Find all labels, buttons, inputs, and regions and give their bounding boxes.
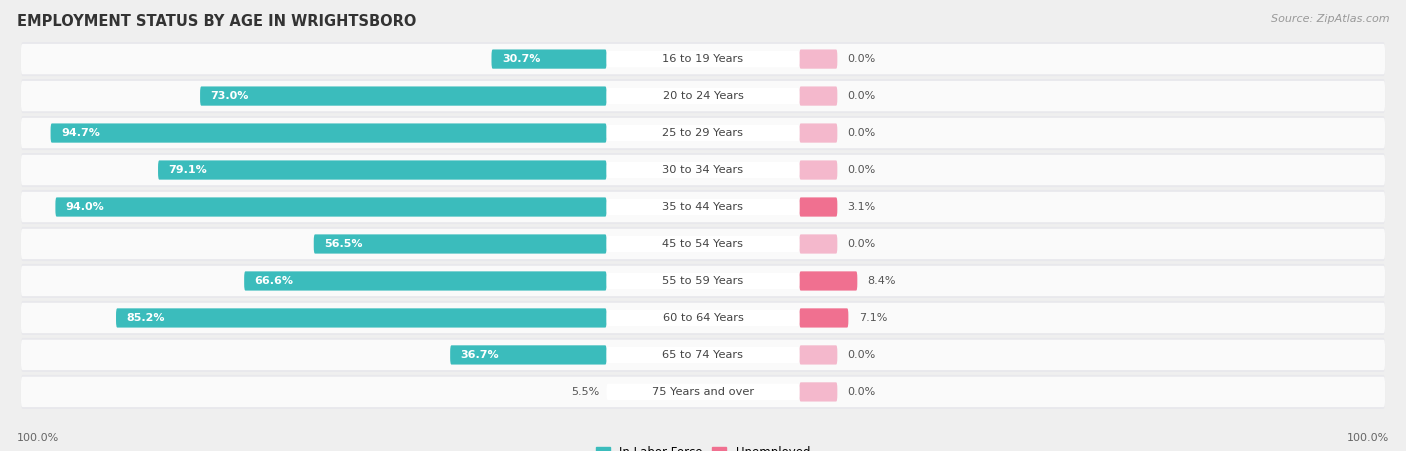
FancyBboxPatch shape bbox=[606, 199, 800, 215]
Text: 0.0%: 0.0% bbox=[848, 239, 876, 249]
FancyBboxPatch shape bbox=[606, 273, 800, 289]
Text: 36.7%: 36.7% bbox=[461, 350, 499, 360]
FancyBboxPatch shape bbox=[21, 44, 1385, 74]
Text: 45 to 54 Years: 45 to 54 Years bbox=[662, 239, 744, 249]
Text: 25 to 29 Years: 25 to 29 Years bbox=[662, 128, 744, 138]
FancyBboxPatch shape bbox=[800, 345, 838, 364]
FancyBboxPatch shape bbox=[21, 264, 1385, 298]
FancyBboxPatch shape bbox=[800, 87, 838, 106]
FancyBboxPatch shape bbox=[606, 125, 800, 141]
FancyBboxPatch shape bbox=[117, 308, 606, 327]
FancyBboxPatch shape bbox=[21, 375, 1385, 409]
Text: 0.0%: 0.0% bbox=[848, 165, 876, 175]
FancyBboxPatch shape bbox=[21, 338, 1385, 372]
FancyBboxPatch shape bbox=[21, 42, 1385, 76]
FancyBboxPatch shape bbox=[800, 198, 838, 216]
FancyBboxPatch shape bbox=[55, 198, 606, 216]
FancyBboxPatch shape bbox=[800, 308, 848, 327]
FancyBboxPatch shape bbox=[606, 347, 800, 363]
FancyBboxPatch shape bbox=[606, 51, 800, 67]
Text: 16 to 19 Years: 16 to 19 Years bbox=[662, 54, 744, 64]
FancyBboxPatch shape bbox=[21, 118, 1385, 148]
FancyBboxPatch shape bbox=[21, 79, 1385, 113]
Text: 85.2%: 85.2% bbox=[127, 313, 165, 323]
FancyBboxPatch shape bbox=[21, 377, 1385, 407]
FancyBboxPatch shape bbox=[492, 50, 606, 69]
FancyBboxPatch shape bbox=[21, 155, 1385, 185]
Text: 100.0%: 100.0% bbox=[1347, 433, 1389, 443]
FancyBboxPatch shape bbox=[21, 340, 1385, 370]
FancyBboxPatch shape bbox=[450, 345, 606, 364]
Text: 5.5%: 5.5% bbox=[571, 387, 599, 397]
FancyBboxPatch shape bbox=[606, 88, 800, 104]
Text: 35 to 44 Years: 35 to 44 Years bbox=[662, 202, 744, 212]
Text: 30 to 34 Years: 30 to 34 Years bbox=[662, 165, 744, 175]
FancyBboxPatch shape bbox=[800, 235, 838, 253]
FancyBboxPatch shape bbox=[21, 153, 1385, 187]
FancyBboxPatch shape bbox=[21, 81, 1385, 111]
Text: 0.0%: 0.0% bbox=[848, 54, 876, 64]
FancyBboxPatch shape bbox=[21, 192, 1385, 222]
FancyBboxPatch shape bbox=[606, 310, 800, 326]
FancyBboxPatch shape bbox=[314, 235, 606, 253]
Text: 79.1%: 79.1% bbox=[169, 165, 207, 175]
Text: 20 to 24 Years: 20 to 24 Years bbox=[662, 91, 744, 101]
Text: 55 to 59 Years: 55 to 59 Years bbox=[662, 276, 744, 286]
Legend: In Labor Force, Unemployed: In Labor Force, Unemployed bbox=[591, 441, 815, 451]
Text: Source: ZipAtlas.com: Source: ZipAtlas.com bbox=[1271, 14, 1389, 23]
FancyBboxPatch shape bbox=[800, 124, 838, 143]
Text: 8.4%: 8.4% bbox=[868, 276, 896, 286]
FancyBboxPatch shape bbox=[21, 116, 1385, 150]
FancyBboxPatch shape bbox=[800, 161, 838, 179]
Text: 65 to 74 Years: 65 to 74 Years bbox=[662, 350, 744, 360]
Text: 7.1%: 7.1% bbox=[859, 313, 887, 323]
Text: 30.7%: 30.7% bbox=[502, 54, 540, 64]
FancyBboxPatch shape bbox=[21, 227, 1385, 261]
FancyBboxPatch shape bbox=[200, 87, 606, 106]
Text: 100.0%: 100.0% bbox=[17, 433, 59, 443]
FancyBboxPatch shape bbox=[606, 384, 800, 400]
Text: 73.0%: 73.0% bbox=[211, 91, 249, 101]
FancyBboxPatch shape bbox=[800, 272, 858, 290]
FancyBboxPatch shape bbox=[245, 272, 606, 290]
FancyBboxPatch shape bbox=[21, 301, 1385, 335]
FancyBboxPatch shape bbox=[51, 124, 606, 143]
Text: 0.0%: 0.0% bbox=[848, 387, 876, 397]
Text: 66.6%: 66.6% bbox=[254, 276, 294, 286]
Text: 0.0%: 0.0% bbox=[848, 350, 876, 360]
FancyBboxPatch shape bbox=[606, 162, 800, 178]
FancyBboxPatch shape bbox=[21, 266, 1385, 296]
Text: 0.0%: 0.0% bbox=[848, 128, 876, 138]
Text: 60 to 64 Years: 60 to 64 Years bbox=[662, 313, 744, 323]
FancyBboxPatch shape bbox=[606, 236, 800, 252]
FancyBboxPatch shape bbox=[157, 161, 606, 179]
FancyBboxPatch shape bbox=[800, 50, 838, 69]
Text: 94.7%: 94.7% bbox=[60, 128, 100, 138]
Text: 94.0%: 94.0% bbox=[66, 202, 104, 212]
FancyBboxPatch shape bbox=[21, 229, 1385, 259]
FancyBboxPatch shape bbox=[21, 190, 1385, 224]
FancyBboxPatch shape bbox=[800, 382, 838, 401]
Text: 75 Years and over: 75 Years and over bbox=[652, 387, 754, 397]
FancyBboxPatch shape bbox=[21, 303, 1385, 333]
Text: 0.0%: 0.0% bbox=[848, 91, 876, 101]
Text: EMPLOYMENT STATUS BY AGE IN WRIGHTSBORO: EMPLOYMENT STATUS BY AGE IN WRIGHTSBORO bbox=[17, 14, 416, 28]
Text: 56.5%: 56.5% bbox=[325, 239, 363, 249]
Text: 3.1%: 3.1% bbox=[848, 202, 876, 212]
